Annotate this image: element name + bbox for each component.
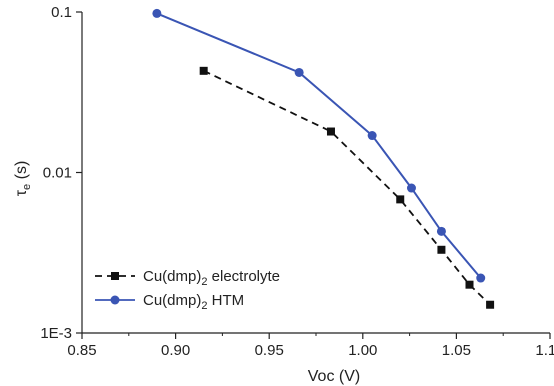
legend-marker-square [111, 272, 119, 280]
legend-label-1: Cu(dmp)2 HTM [143, 292, 244, 312]
data-point-circle [367, 131, 377, 141]
data-point-circle [406, 183, 416, 193]
legend-label-suffix: HTM [207, 292, 244, 309]
data-point-circle [436, 226, 446, 236]
x-tick-label: 1.00 [348, 342, 377, 359]
y-tick-label: 0.1 [51, 4, 72, 21]
y-tick-label: 1E-3 [40, 325, 72, 342]
data-point-square [396, 195, 405, 204]
series-layer [152, 8, 495, 309]
y-axis-title: τe (s) [13, 161, 33, 197]
x-tick-label: 0.95 [255, 342, 284, 359]
legend-label-sub: 2 [201, 300, 207, 312]
data-point-circle [476, 273, 486, 283]
data-point-square [326, 127, 335, 136]
data-point-square [465, 280, 474, 289]
legend-marker-circle [110, 295, 120, 305]
x-tick-label: 1.10 [535, 342, 554, 359]
y-axis-title-main: τ [13, 189, 30, 196]
data-point-square [199, 66, 208, 75]
y-tick-label: 0.01 [43, 165, 72, 182]
data-point-square [486, 300, 495, 309]
x-tick-label: 1.05 [442, 342, 471, 359]
x-axis-title: Voc (V) [308, 368, 360, 385]
data-point-square [437, 245, 446, 254]
legend-label-sub: 2 [201, 276, 207, 288]
legend-label-suffix: electrolyte [207, 268, 280, 285]
y-axis-title-rest: (s) [13, 161, 30, 184]
axes: 0.85 0.90 0.95 1.00 1.05 1.10 1E-3 0.01 0.1 Voc (… [13, 4, 554, 385]
legend-label-prefix: Cu(dmp) [143, 268, 201, 285]
x-tick-label: 0.90 [161, 342, 190, 359]
data-point-circle [294, 67, 304, 77]
x-tick-label: 0.85 [67, 342, 96, 359]
data-point-circle [152, 8, 162, 18]
y-axis-title-sub: e [21, 184, 33, 190]
series-line-1 [156, 12, 482, 279]
legend-label-0: Cu(dmp)2 electrolyte [143, 268, 280, 288]
legend-label-prefix: Cu(dmp) [143, 292, 201, 309]
